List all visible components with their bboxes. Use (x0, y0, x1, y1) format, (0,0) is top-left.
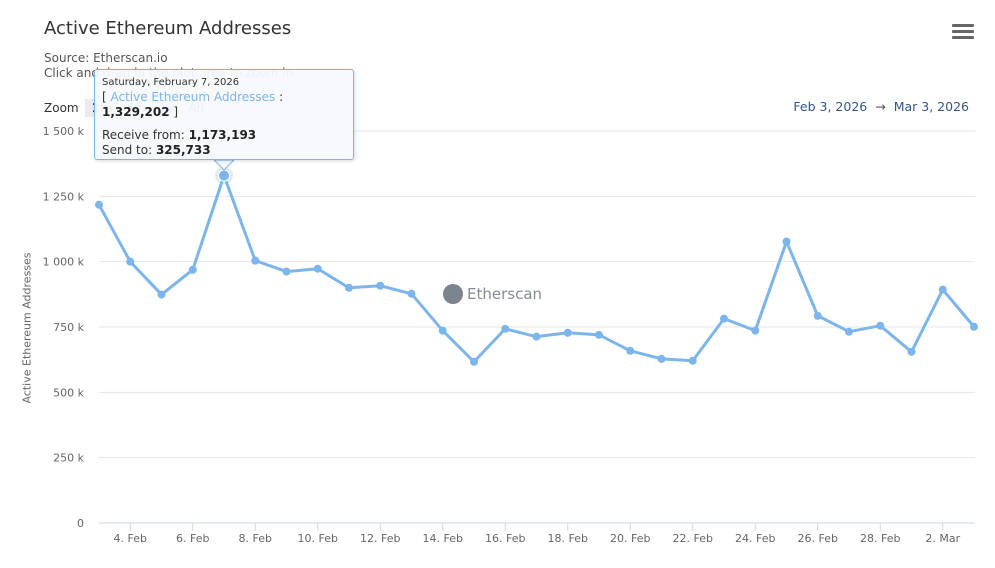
data-point[interactable] (657, 354, 666, 363)
data-point[interactable] (907, 347, 916, 356)
x-tick-label: 12. Feb (360, 532, 400, 545)
data-point[interactable] (782, 237, 791, 246)
data-point[interactable] (407, 289, 416, 298)
data-point[interactable] (313, 264, 322, 273)
data-point-highlighted[interactable] (218, 169, 230, 182)
data-point[interactable] (751, 326, 760, 335)
hamburger-menu-icon[interactable] (952, 24, 974, 40)
data-point[interactable] (376, 281, 385, 290)
data-point[interactable] (470, 357, 478, 366)
data-point[interactable] (95, 200, 103, 209)
x-tick-label: 14. Feb (423, 532, 463, 545)
x-tick-label: 16. Feb (485, 532, 525, 545)
data-point[interactable] (563, 328, 572, 337)
x-tick-label: 8. Feb (239, 532, 272, 545)
y-tick-label: 750 k (53, 321, 84, 334)
x-tick-label: 22. Feb (673, 532, 713, 545)
data-point[interactable] (501, 324, 510, 333)
data-point[interactable] (720, 314, 728, 323)
data-point[interactable] (157, 290, 166, 299)
data-point[interactable] (438, 326, 447, 335)
x-tick-label: 18. Feb (548, 532, 588, 545)
source-text: Source: Etherscan.io (44, 51, 168, 65)
tooltip-send: Send to: 325,733 (102, 143, 211, 157)
x-tick-label: 2. Mar (925, 532, 960, 545)
range-from[interactable]: Feb 3, 2026 (793, 99, 868, 114)
x-tick-label: 20. Feb (610, 532, 650, 545)
watermark-text: Etherscan (467, 285, 543, 303)
data-point[interactable] (532, 332, 541, 341)
data-point[interactable] (688, 356, 697, 365)
x-tick-label: 24. Feb (735, 532, 775, 545)
data-point[interactable] (188, 265, 197, 274)
tooltip-series-line: [ Active Ethereum Addresses : 1,329,202 … (102, 90, 284, 119)
tooltip-date: Saturday, February 7, 2026 (102, 77, 240, 88)
etherscan-watermark: Etherscan (443, 284, 542, 304)
tooltip-series-name: Active Ethereum Addresses (110, 90, 276, 104)
data-point[interactable] (282, 267, 291, 276)
data-point[interactable] (876, 321, 885, 330)
tooltip-pointer (212, 159, 236, 171)
data-point[interactable] (345, 283, 353, 292)
tooltip-value: 1,329,202 (102, 105, 170, 119)
tooltip: Saturday, February 7, 2026 [ Active Ethe… (94, 69, 354, 160)
y-tick-label: 1 500 k (43, 125, 85, 138)
data-point[interactable] (126, 257, 135, 266)
data-point[interactable] (626, 346, 635, 355)
x-tick-label: 10. Feb (298, 532, 338, 545)
zoom-label: Zoom (44, 101, 79, 115)
data-point[interactable] (970, 322, 978, 331)
data-point[interactable] (845, 327, 853, 336)
y-tick-label: 0 (77, 517, 84, 530)
tooltip-receive: Receive from: 1,173,193 (102, 128, 257, 142)
etherscan-logo-icon (443, 284, 463, 304)
data-point[interactable] (595, 330, 603, 339)
y-tick-label: 1 250 k (43, 190, 85, 203)
data-point[interactable] (813, 311, 822, 320)
y-tick-label: 250 k (53, 452, 84, 465)
x-tick-label: 26. Feb (798, 532, 838, 545)
range-arrow: → (875, 99, 886, 114)
y-tick-label: 500 k (53, 386, 84, 399)
y-tick-label: 1 000 k (43, 256, 85, 269)
data-point[interactable] (251, 256, 260, 265)
data-point[interactable] (938, 285, 947, 294)
chart-title: Active Ethereum Addresses (44, 18, 292, 39)
x-tick-label: 28. Feb (860, 532, 900, 545)
range-to[interactable]: Mar 3, 2026 (893, 99, 969, 114)
date-range: Feb 3, 2026 → Mar 3, 2026 (793, 99, 969, 114)
x-tick-label: 6. Feb (176, 532, 209, 545)
x-tick-label: 4. Feb (114, 532, 147, 545)
